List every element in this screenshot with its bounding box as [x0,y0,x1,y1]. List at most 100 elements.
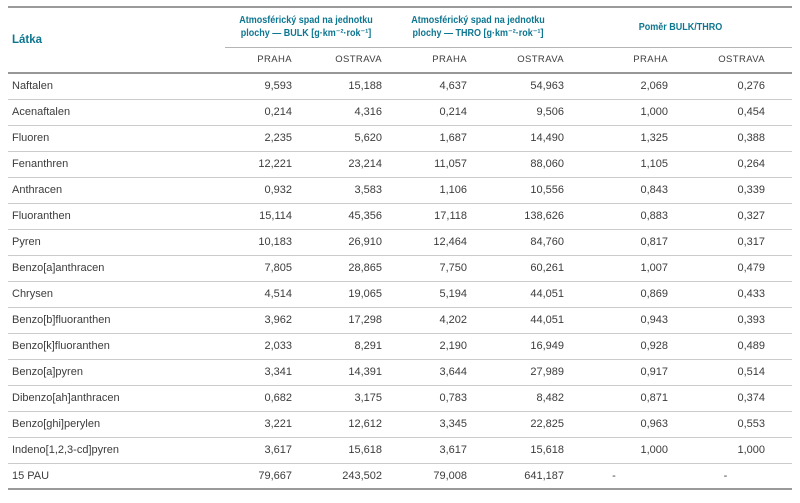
subheader-thro-ostrava: OSTRAVA [472,47,569,74]
subheader-thro-praha: PRAHA [387,47,472,74]
value-cell: 12,464 [387,229,472,256]
value-cell: 12,221 [225,151,297,178]
value-cell: 2,069 [569,73,673,100]
value-cell: 3,341 [225,359,297,386]
substance-cell: Fenanthren [8,151,225,178]
value-cell: 138,626 [472,203,569,230]
table-row: Benzo[a]anthracen 7,805 28,865 7,750 60,261 1… [8,255,793,282]
value-cell: 8,291 [297,333,387,360]
table-row: Benzo[ghi]perylen 3,221 12,612 3,345 22,825 0… [8,411,793,438]
pau-deposition-table: Látka Atmosférický spad na jednotku ploch… [8,6,793,490]
subheader-ratio-ostrava: OSTRAVA [673,47,793,74]
value-cell: 45,356 [297,203,387,230]
substance-cell: Acenaftalen [8,99,225,126]
substance-cell: Indeno[1,2,3-cd]pyren [8,437,225,464]
substance-cell: Benzo[b]fluoranthen [8,307,225,334]
table-row: Naftalen 9,593 15,188 4,637 54,963 2,069 0,276 [8,73,793,100]
value-cell: 15,618 [297,437,387,464]
value-cell: 1,000 [673,437,793,464]
value-cell: 44,051 [472,307,569,334]
group-header-row: Látka Atmosférický spad na jednotku ploch… [8,7,793,74]
substance-cell: Benzo[k]fluoranthen [8,333,225,360]
table-row: Fenanthren 12,221 23,214 11,057 88,060 1,105 0… [8,151,793,178]
value-cell: 2,190 [387,333,472,360]
value-cell: 17,118 [387,203,472,230]
value-cell: 0,928 [569,333,673,360]
value-cell: - [673,463,793,490]
ratio-group-label: Poměr BULK/THRO [638,21,723,33]
value-cell: 4,202 [387,307,472,334]
value-cell: 15,188 [297,73,387,100]
table-row: Fluoranthen 15,114 45,356 17,118 138,626 0,88… [8,203,793,230]
substance-cell: Fluoranthen [8,203,225,230]
value-cell: 0,327 [673,203,793,230]
value-cell: 15,114 [225,203,297,230]
value-cell: 0,932 [225,177,297,204]
value-cell: 0,393 [673,307,793,334]
value-cell: 23,214 [297,151,387,178]
value-cell: 0,276 [673,73,793,100]
value-cell: 26,910 [297,229,387,256]
subheader-bulk-praha: PRAHA [225,47,297,74]
value-cell: 44,051 [472,281,569,308]
ratio-group-header: Poměr BULK/THRO [569,7,793,48]
bulk-group-label: Atmosférický spad na jednotku plochy — BU… [239,14,373,40]
table-row: 15 PAU 79,667 243,502 79,008 641,187- - [8,463,793,490]
value-cell: 9,593 [225,73,297,100]
table-row: Benzo[b]fluoranthen 3,962 17,298 4,202 44,05… [8,307,793,334]
substance-cell: Pyren [8,229,225,256]
value-cell: 4,637 [387,73,472,100]
value-cell: 3,644 [387,359,472,386]
value-cell: 0,883 [569,203,673,230]
value-cell: 0,682 [225,385,297,412]
value-cell: 1,325 [569,125,673,152]
table-row: Fluoren 2,235 5,620 1,687 14,490 1,325 0,388 [8,125,793,152]
value-cell: 79,008 [387,463,472,490]
value-cell: 0,388 [673,125,793,152]
value-cell: 0,489 [673,333,793,360]
substance-cell: Benzo[ghi]perylen [8,411,225,438]
value-cell: 641,187 [472,463,569,490]
substance-cell: Benzo[a]anthracen [8,255,225,282]
value-cell: 7,750 [387,255,472,282]
value-cell: 4,514 [225,281,297,308]
value-cell: 88,060 [472,151,569,178]
value-cell: 10,183 [225,229,297,256]
substance-cell: 15 PAU [8,463,225,490]
value-cell: 0,869 [569,281,673,308]
substance-cell: Dibenzo[ah]anthracen [8,385,225,412]
page: Látka Atmosférický spad na jednotku ploch… [8,6,793,490]
table-header: Látka Atmosférický spad na jednotku ploch… [8,7,793,74]
value-cell: 3,175 [297,385,387,412]
value-cell: - [569,463,673,490]
value-cell: 3,345 [387,411,472,438]
value-cell: 0,214 [387,99,472,126]
value-cell: 4,316 [297,99,387,126]
value-cell: 3,583 [297,177,387,204]
value-cell: 60,261 [472,255,569,282]
thro-group-header: Atmosférický spad na jednotku plochy — TH… [387,7,569,48]
substance-cell: Chrysen [8,281,225,308]
value-cell: 1,687 [387,125,472,152]
value-cell: 22,825 [472,411,569,438]
substance-column-header: Látka [8,7,225,74]
value-cell: 1,105 [569,151,673,178]
value-cell: 243,502 [297,463,387,490]
substance-cell: Anthracen [8,177,225,204]
table-row: Indeno[1,2,3-cd]pyren 3,617 15,618 3,617 15,… [8,437,793,464]
value-cell: 0,963 [569,411,673,438]
value-cell: 28,865 [297,255,387,282]
value-cell: 19,065 [297,281,387,308]
value-cell: 2,235 [225,125,297,152]
bulk-group-header: Atmosférický spad na jednotku plochy — BU… [225,7,387,48]
table-row: Anthracen 0,932 3,583 1,106 10,556 0,843 0,339 [8,177,793,204]
table-row: Acenaftalen 0,214 4,316 0,214 9,506 1,000 0,45… [8,99,793,126]
value-cell: 79,667 [225,463,297,490]
value-cell: 0,339 [673,177,793,204]
value-cell: 0,553 [673,411,793,438]
value-cell: 8,482 [472,385,569,412]
value-cell: 1,007 [569,255,673,282]
table-row: Dibenzo[ah]anthracen 0,682 3,175 0,783 8,482… [8,385,793,412]
city-subheader-row: PRAHA OSTRAVA PRAHA OSTRAVA PRAHA OSTRAV… [8,47,793,74]
value-cell: 27,989 [472,359,569,386]
